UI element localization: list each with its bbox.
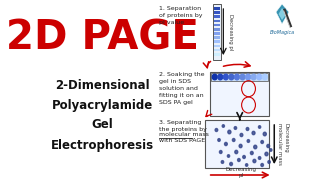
Bar [214,49,220,51]
Text: Polyacrylamide: Polyacrylamide [52,98,153,111]
Circle shape [222,125,224,127]
Text: 3. Separating
the proteins by: 3. Separating the proteins by [159,120,206,132]
Circle shape [215,129,218,132]
Text: Electrophoresis: Electrophoresis [51,138,154,152]
Circle shape [237,159,240,161]
Bar [214,44,220,47]
Circle shape [251,151,253,155]
Polygon shape [276,4,289,24]
Bar [214,28,220,31]
Circle shape [245,164,248,166]
Bar [214,40,220,43]
Text: 2. Soaking the
gel in SDS
solution and
fitting it on an
SDS PA gel: 2. Soaking the gel in SDS solution and f… [159,72,204,105]
Bar [210,72,269,116]
Circle shape [232,138,235,141]
Circle shape [270,149,272,151]
Text: Decreasing
pI: Decreasing pI [225,167,256,178]
Circle shape [235,74,239,80]
Circle shape [218,74,223,80]
Bar [214,36,220,39]
Circle shape [240,133,243,137]
Text: 2D PAGE: 2D PAGE [6,18,199,58]
Bar [214,24,220,26]
Bar [205,120,269,168]
Circle shape [221,161,224,163]
Text: 1. Separation
of proteins by
pI value: 1. Separation of proteins by pI value [159,6,202,25]
Bar [214,32,220,35]
Circle shape [228,155,230,157]
Circle shape [225,142,227,146]
Circle shape [268,161,270,163]
Circle shape [257,74,262,80]
Circle shape [246,74,251,80]
Circle shape [263,132,266,136]
Bar [211,73,268,81]
Circle shape [218,139,220,141]
Bar [214,11,220,14]
Bar [214,53,220,56]
Text: BioMagica: BioMagica [270,30,295,35]
Text: Decreasing
molecular mass: Decreasing molecular mass [277,123,288,165]
Circle shape [239,144,242,148]
Circle shape [253,159,256,163]
Circle shape [254,145,257,149]
Circle shape [228,130,231,134]
Bar [214,15,220,18]
Text: 2-Dimensional: 2-Dimensional [55,78,150,91]
Circle shape [267,144,269,148]
Circle shape [212,74,217,80]
Circle shape [265,152,268,156]
Circle shape [243,156,245,159]
Circle shape [259,126,261,128]
Circle shape [229,74,234,80]
Circle shape [262,74,267,80]
Circle shape [240,74,245,80]
Circle shape [261,141,263,143]
Polygon shape [279,8,286,20]
Circle shape [247,140,250,142]
Circle shape [252,131,255,135]
Bar [214,19,220,22]
Text: Decreasing pI: Decreasing pI [228,14,233,50]
Circle shape [258,157,261,159]
Text: with SDS PAGE: with SDS PAGE [159,138,205,143]
Circle shape [234,127,236,129]
Circle shape [261,163,263,166]
Circle shape [251,74,256,80]
Circle shape [230,162,232,166]
Text: Gel: Gel [92,118,113,132]
Circle shape [220,150,222,154]
Circle shape [246,127,249,130]
Circle shape [223,74,228,80]
Bar [213,4,221,60]
Circle shape [235,150,238,154]
Bar [214,7,220,10]
Text: molecular mass: molecular mass [159,132,208,136]
